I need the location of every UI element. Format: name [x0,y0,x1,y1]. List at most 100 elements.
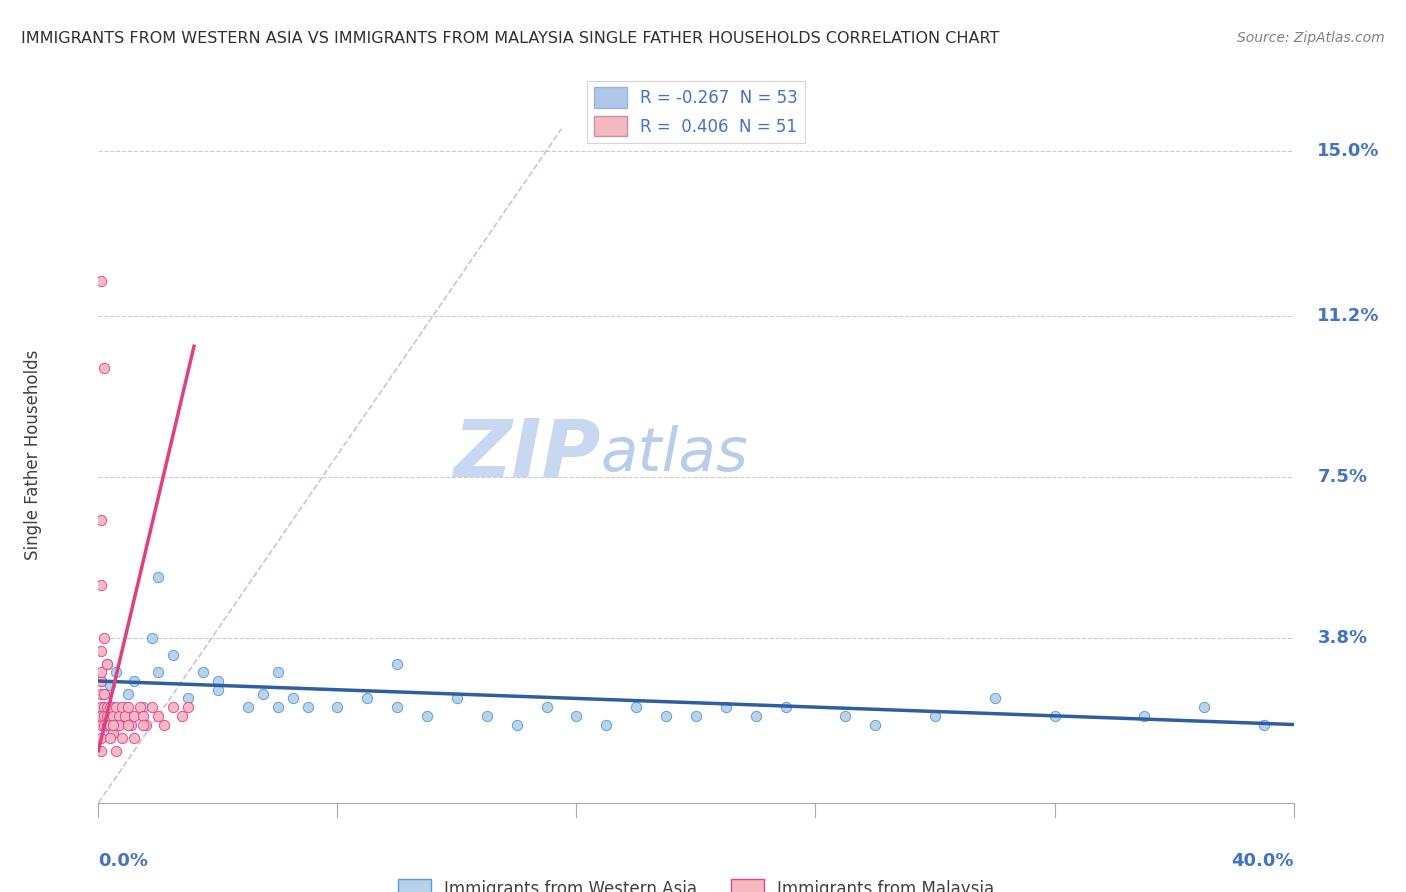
Point [624,700,647,714]
Legend: R = -0.267  N = 53, R =  0.406  N = 51: R = -0.267 N = 53, R = 0.406 N = 51 [588,80,804,143]
Text: Single Father Households: Single Father Households [24,350,42,560]
Point [506,717,529,731]
Point [475,708,498,723]
Point [177,700,200,714]
Point [117,700,139,714]
Point [90,687,112,701]
Point [446,691,468,706]
Point [141,631,163,645]
Point [124,674,146,689]
Point [103,708,125,723]
Point [96,708,118,723]
Point [172,708,194,723]
Point [124,708,146,723]
Point [105,717,128,731]
Point [297,700,319,714]
Point [416,708,439,723]
Point [745,708,768,723]
Point [105,744,128,758]
Point [1133,708,1156,723]
Point [124,731,146,745]
Point [90,513,112,527]
Point [132,700,155,714]
Point [111,708,134,723]
Point [111,731,134,745]
Point [111,700,134,714]
Point [103,726,125,740]
Point [103,700,125,714]
Point [93,700,115,714]
Point [90,708,112,723]
Point [90,744,112,758]
Point [252,687,274,701]
Point [93,717,115,731]
Point [90,674,112,689]
Point [98,731,122,745]
Point [90,674,112,689]
Point [267,665,290,680]
Point [103,717,125,731]
Point [98,678,122,692]
Point [385,700,409,714]
Point [93,687,115,701]
Point [162,648,184,662]
Point [90,700,112,714]
Point [108,717,131,731]
Point [90,274,112,288]
Point [385,657,409,671]
Point [90,665,112,680]
Point [96,700,118,714]
Point [834,708,856,723]
Point [865,717,887,731]
Text: 7.5%: 7.5% [1317,467,1368,485]
Point [114,700,136,714]
Point [177,691,200,706]
Point [281,691,304,706]
Point [207,682,229,697]
Point [129,700,152,714]
Point [924,708,946,723]
Point [141,700,163,714]
Point [93,631,115,645]
Point [1043,708,1066,723]
Point [326,700,349,714]
Point [108,708,131,723]
Point [1192,700,1215,714]
Text: atlas: atlas [600,425,748,484]
Point [132,708,155,723]
Text: 3.8%: 3.8% [1317,629,1368,647]
Point [148,708,170,723]
Text: 40.0%: 40.0% [1232,852,1294,870]
Text: 0.0%: 0.0% [98,852,149,870]
Point [236,700,259,714]
Point [595,717,617,731]
Point [117,717,139,731]
Text: ZIP: ZIP [453,416,600,494]
Point [267,700,290,714]
Text: 11.2%: 11.2% [1317,307,1379,325]
Point [775,700,797,714]
Point [96,717,118,731]
Text: IMMIGRANTS FROM WESTERN ASIA VS IMMIGRANTS FROM MALAYSIA SINGLE FATHER HOUSEHOLD: IMMIGRANTS FROM WESTERN ASIA VS IMMIGRAN… [21,31,1000,46]
Point [135,717,157,731]
Point [96,657,118,671]
Point [105,665,128,680]
Point [153,717,176,731]
Point [191,665,214,680]
Point [162,700,184,714]
Point [96,726,118,740]
Point [90,731,112,745]
Point [93,687,115,701]
Point [655,708,678,723]
Point [90,643,112,657]
Point [120,717,142,731]
Point [148,665,170,680]
Point [685,708,707,723]
Point [1253,717,1275,731]
Point [93,360,115,375]
Point [90,578,112,592]
Text: 15.0%: 15.0% [1317,142,1379,160]
Point [536,700,558,714]
Point [356,691,378,706]
Point [148,570,170,584]
